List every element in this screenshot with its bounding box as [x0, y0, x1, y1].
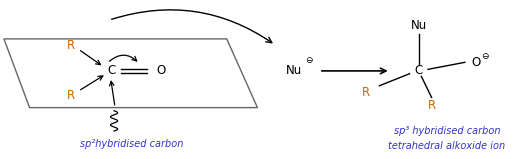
Text: R: R: [428, 99, 436, 112]
Text: tetrahedral alkoxide ion: tetrahedral alkoxide ion: [388, 141, 505, 151]
Text: O: O: [157, 64, 166, 77]
Text: O: O: [472, 56, 481, 69]
Text: R: R: [362, 86, 370, 99]
Text: R: R: [67, 89, 75, 102]
Text: ⊖: ⊖: [481, 52, 489, 61]
Text: R: R: [67, 39, 75, 52]
Text: Nu: Nu: [286, 64, 302, 77]
Text: C: C: [107, 64, 116, 77]
Text: Nu: Nu: [411, 19, 427, 32]
Text: sp³ hybridised carbon: sp³ hybridised carbon: [394, 126, 500, 136]
Text: C: C: [415, 64, 423, 77]
Text: sp²hybridised carbon: sp²hybridised carbon: [80, 139, 184, 149]
Text: ⊖: ⊖: [305, 56, 313, 65]
